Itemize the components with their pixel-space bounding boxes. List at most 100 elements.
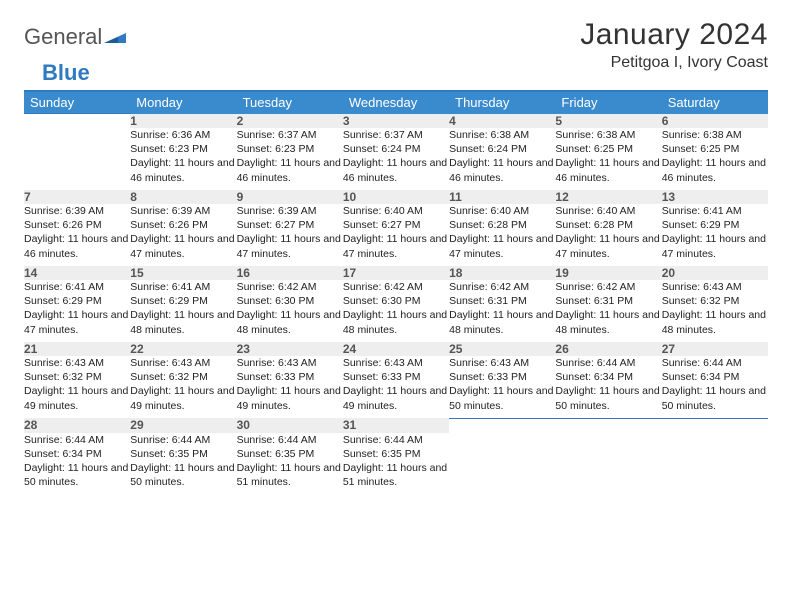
day-number: 7 <box>24 190 130 204</box>
daylight-text: Daylight: 11 hours and 48 minutes. <box>662 308 768 336</box>
daylight-text: Daylight: 11 hours and 50 minutes. <box>555 384 661 412</box>
day-cell: Sunrise: 6:44 AMSunset: 6:35 PMDaylight:… <box>130 433 236 495</box>
sunset-text: Sunset: 6:27 PM <box>237 218 343 232</box>
daylight-text: Daylight: 11 hours and 47 minutes. <box>555 232 661 260</box>
day-cell: Sunrise: 6:44 AMSunset: 6:35 PMDaylight:… <box>237 433 343 495</box>
day-number: 24 <box>343 342 449 356</box>
sunset-text: Sunset: 6:32 PM <box>130 370 236 384</box>
daylight-text: Daylight: 11 hours and 49 minutes. <box>237 384 343 412</box>
day-cell: Sunrise: 6:44 AMSunset: 6:35 PMDaylight:… <box>343 433 449 495</box>
sunset-text: Sunset: 6:34 PM <box>555 370 661 384</box>
day-number: 26 <box>555 342 661 356</box>
sunrise-text: Sunrise: 6:39 AM <box>130 204 236 218</box>
sunrise-text: Sunrise: 6:44 AM <box>662 356 768 370</box>
sunrise-text: Sunrise: 6:42 AM <box>555 280 661 294</box>
day-cell: Sunrise: 6:42 AMSunset: 6:30 PMDaylight:… <box>343 280 449 342</box>
day-cell: Sunrise: 6:43 AMSunset: 6:32 PMDaylight:… <box>24 356 130 418</box>
day-cell <box>449 433 555 495</box>
sunrise-text: Sunrise: 6:42 AM <box>343 280 449 294</box>
sunrise-text: Sunrise: 6:44 AM <box>555 356 661 370</box>
sunset-text: Sunset: 6:24 PM <box>449 142 555 156</box>
day-number: 3 <box>343 114 449 129</box>
day-cell: Sunrise: 6:41 AMSunset: 6:29 PMDaylight:… <box>130 280 236 342</box>
daylight-text: Daylight: 11 hours and 47 minutes. <box>662 232 768 260</box>
sunrise-text: Sunrise: 6:41 AM <box>24 280 130 294</box>
day-number-row: 123456 <box>24 114 768 129</box>
sunset-text: Sunset: 6:28 PM <box>555 218 661 232</box>
day-cell: Sunrise: 6:44 AMSunset: 6:34 PMDaylight:… <box>662 356 768 418</box>
sunset-text: Sunset: 6:29 PM <box>130 294 236 308</box>
sunrise-text: Sunrise: 6:37 AM <box>343 128 449 142</box>
day-cell: Sunrise: 6:43 AMSunset: 6:33 PMDaylight:… <box>343 356 449 418</box>
sunrise-text: Sunrise: 6:44 AM <box>24 433 130 447</box>
daylight-text: Daylight: 11 hours and 46 minutes. <box>24 232 130 260</box>
sunset-text: Sunset: 6:27 PM <box>343 218 449 232</box>
sunset-text: Sunset: 6:34 PM <box>662 370 768 384</box>
sunset-text: Sunset: 6:31 PM <box>449 294 555 308</box>
sunrise-text: Sunrise: 6:44 AM <box>237 433 343 447</box>
daylight-text: Daylight: 11 hours and 50 minutes. <box>24 461 130 489</box>
sunrise-text: Sunrise: 6:38 AM <box>449 128 555 142</box>
weekday-header: Monday <box>130 92 236 114</box>
day-number: 27 <box>662 342 768 356</box>
day-cell: Sunrise: 6:37 AMSunset: 6:24 PMDaylight:… <box>343 128 449 190</box>
sunset-text: Sunset: 6:23 PM <box>237 142 343 156</box>
calendar-header-row: SundayMondayTuesdayWednesdayThursdayFrid… <box>24 92 768 114</box>
day-cell <box>555 433 661 495</box>
day-number <box>662 418 768 433</box>
day-number: 6 <box>662 114 768 129</box>
day-cell: Sunrise: 6:41 AMSunset: 6:29 PMDaylight:… <box>24 280 130 342</box>
day-cell: Sunrise: 6:41 AMSunset: 6:29 PMDaylight:… <box>662 204 768 266</box>
weekday-header: Tuesday <box>237 92 343 114</box>
sunset-text: Sunset: 6:33 PM <box>343 370 449 384</box>
day-number <box>449 418 555 433</box>
sunrise-text: Sunrise: 6:41 AM <box>662 204 768 218</box>
sunrise-text: Sunrise: 6:43 AM <box>449 356 555 370</box>
day-content-row: Sunrise: 6:36 AMSunset: 6:23 PMDaylight:… <box>24 128 768 190</box>
day-cell: Sunrise: 6:42 AMSunset: 6:31 PMDaylight:… <box>449 280 555 342</box>
day-number: 25 <box>449 342 555 356</box>
day-cell: Sunrise: 6:38 AMSunset: 6:25 PMDaylight:… <box>555 128 661 190</box>
daylight-text: Daylight: 11 hours and 46 minutes. <box>555 156 661 184</box>
month-title: January 2024 <box>580 18 768 52</box>
daylight-text: Daylight: 11 hours and 50 minutes. <box>662 384 768 412</box>
day-number: 23 <box>237 342 343 356</box>
daylight-text: Daylight: 11 hours and 46 minutes. <box>449 156 555 184</box>
day-number <box>24 114 130 129</box>
weekday-header: Thursday <box>449 92 555 114</box>
day-number: 17 <box>343 266 449 280</box>
day-number: 14 <box>24 266 130 280</box>
day-cell <box>662 433 768 495</box>
brand-word-1: General <box>24 24 102 50</box>
brand-word-2: Blue <box>42 60 90 86</box>
daylight-text: Daylight: 11 hours and 51 minutes. <box>343 461 449 489</box>
day-number <box>555 418 661 433</box>
sunrise-text: Sunrise: 6:39 AM <box>237 204 343 218</box>
sunrise-text: Sunrise: 6:42 AM <box>237 280 343 294</box>
weekday-header: Sunday <box>24 92 130 114</box>
sunrise-text: Sunrise: 6:40 AM <box>343 204 449 218</box>
sunset-text: Sunset: 6:26 PM <box>24 218 130 232</box>
daylight-text: Daylight: 11 hours and 49 minutes. <box>343 384 449 412</box>
day-cell: Sunrise: 6:39 AMSunset: 6:26 PMDaylight:… <box>130 204 236 266</box>
sunset-text: Sunset: 6:35 PM <box>130 447 236 461</box>
location-label: Petitgoa I, Ivory Coast <box>580 54 768 72</box>
brand-logo: General <box>24 24 128 50</box>
daylight-text: Daylight: 11 hours and 51 minutes. <box>237 461 343 489</box>
day-cell: Sunrise: 6:40 AMSunset: 6:28 PMDaylight:… <box>449 204 555 266</box>
day-number: 20 <box>662 266 768 280</box>
day-number: 29 <box>130 418 236 433</box>
sunrise-text: Sunrise: 6:43 AM <box>662 280 768 294</box>
daylight-text: Daylight: 11 hours and 46 minutes. <box>343 156 449 184</box>
day-number-row: 14151617181920 <box>24 266 768 280</box>
day-number: 12 <box>555 190 661 204</box>
sunset-text: Sunset: 6:30 PM <box>343 294 449 308</box>
title-block: January 2024 Petitgoa I, Ivory Coast <box>580 18 768 72</box>
day-number: 19 <box>555 266 661 280</box>
daylight-text: Daylight: 11 hours and 47 minutes. <box>130 232 236 260</box>
sunrise-text: Sunrise: 6:39 AM <box>24 204 130 218</box>
sunset-text: Sunset: 6:32 PM <box>24 370 130 384</box>
daylight-text: Daylight: 11 hours and 47 minutes. <box>449 232 555 260</box>
daylight-text: Daylight: 11 hours and 48 minutes. <box>555 308 661 336</box>
day-cell: Sunrise: 6:44 AMSunset: 6:34 PMDaylight:… <box>24 433 130 495</box>
